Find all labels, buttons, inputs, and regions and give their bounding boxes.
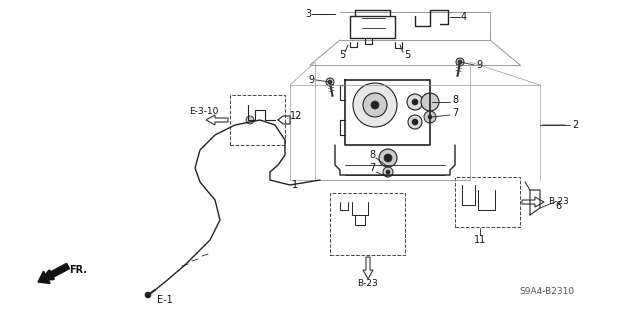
Circle shape (421, 93, 439, 111)
FancyArrow shape (38, 263, 69, 284)
Bar (230, 95, 285, 145)
Circle shape (412, 119, 418, 125)
Text: 6: 6 (555, 201, 561, 211)
Text: 9: 9 (476, 60, 482, 70)
Circle shape (412, 99, 418, 105)
Circle shape (328, 80, 332, 84)
Circle shape (246, 116, 254, 124)
Text: 12: 12 (290, 111, 302, 121)
Polygon shape (206, 115, 228, 125)
Circle shape (428, 115, 432, 119)
Text: 5: 5 (404, 50, 410, 60)
Circle shape (407, 94, 423, 110)
Text: 9: 9 (308, 75, 314, 85)
Text: B-23: B-23 (358, 278, 378, 287)
Circle shape (326, 78, 334, 86)
Circle shape (371, 101, 379, 109)
Text: S9A4-B2310: S9A4-B2310 (520, 287, 575, 297)
Polygon shape (522, 197, 544, 207)
Text: 4: 4 (461, 12, 467, 22)
Circle shape (383, 167, 393, 177)
Bar (455, 177, 520, 227)
Circle shape (456, 58, 464, 66)
Bar (330, 193, 405, 255)
Circle shape (363, 93, 387, 117)
Text: 1: 1 (292, 180, 298, 190)
Circle shape (379, 149, 397, 167)
Text: 8: 8 (369, 150, 375, 160)
Text: 5: 5 (339, 50, 345, 60)
Text: B-23: B-23 (548, 197, 569, 206)
Text: E-1: E-1 (157, 295, 173, 305)
Text: 11: 11 (474, 235, 486, 245)
Circle shape (458, 60, 462, 64)
Text: FR.: FR. (69, 265, 87, 275)
Text: 7: 7 (452, 108, 458, 118)
Text: 3: 3 (305, 9, 311, 19)
Text: 8: 8 (452, 95, 458, 105)
Circle shape (424, 111, 436, 123)
Circle shape (353, 83, 397, 127)
Circle shape (145, 292, 151, 298)
Circle shape (408, 115, 422, 129)
Polygon shape (363, 257, 373, 279)
Circle shape (386, 170, 390, 174)
Text: 2: 2 (572, 120, 578, 130)
Text: 7: 7 (369, 163, 375, 173)
Text: E-3-10: E-3-10 (189, 107, 218, 116)
Circle shape (384, 154, 392, 162)
